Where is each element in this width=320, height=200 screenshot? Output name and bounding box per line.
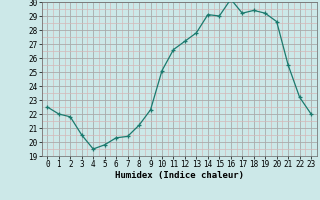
X-axis label: Humidex (Indice chaleur): Humidex (Indice chaleur) bbox=[115, 171, 244, 180]
